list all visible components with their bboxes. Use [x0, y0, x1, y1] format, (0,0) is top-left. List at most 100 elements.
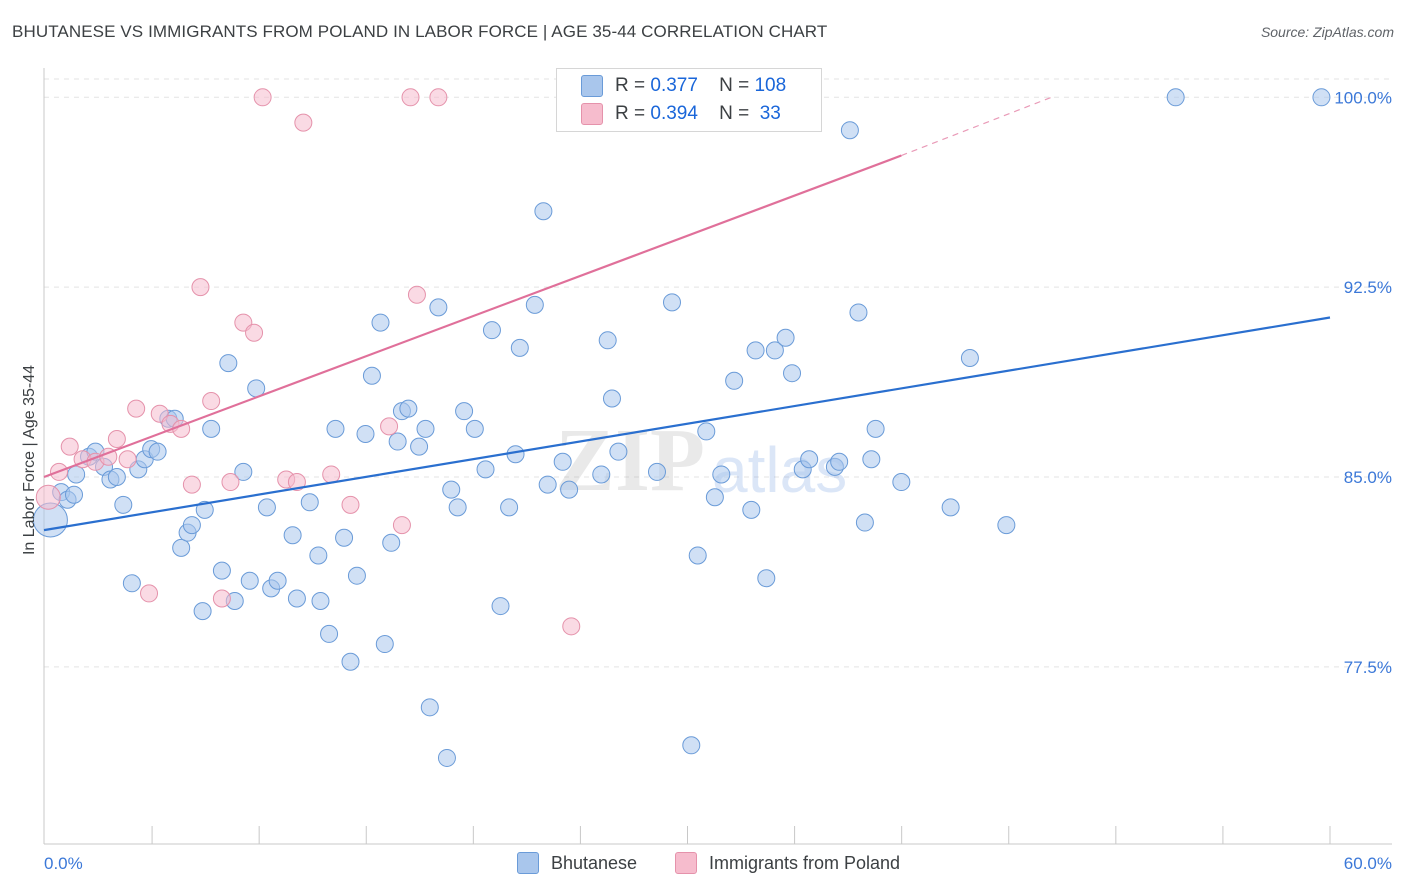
- data-point-bhutanese: [800, 450, 819, 469]
- data-point-bhutanese: [234, 462, 253, 481]
- data-point-bhutanese: [442, 480, 461, 499]
- data-point-bhutanese: [212, 561, 231, 580]
- x-tick-label: 60.0%: [1344, 854, 1392, 873]
- data-point-bhutanese: [347, 566, 366, 585]
- pink-swatch-icon: [581, 103, 603, 125]
- data-point-bhutanese: [326, 419, 345, 438]
- data-point-poland: [35, 484, 61, 510]
- data-point-bhutanese: [757, 569, 776, 588]
- data-point-bhutanese: [410, 437, 429, 456]
- series-bhutanese: [32, 88, 1331, 767]
- y-tick-label: 85.0%: [1344, 468, 1392, 487]
- data-point-bhutanese: [65, 485, 84, 504]
- data-point-poland: [380, 417, 399, 436]
- data-point-bhutanese: [941, 498, 960, 517]
- trend-extension-poland: [901, 96, 1052, 157]
- data-point-poland: [221, 473, 240, 492]
- data-point-bhutanese: [416, 419, 435, 438]
- data-point-bhutanese: [647, 462, 666, 481]
- data-point-bhutanese: [300, 493, 319, 512]
- data-point-poland: [140, 584, 159, 603]
- watermark: ZIP atlas: [555, 411, 847, 510]
- data-point-bhutanese: [268, 571, 287, 590]
- data-point-bhutanese: [287, 589, 306, 608]
- data-point-bhutanese: [356, 424, 375, 443]
- r-value: 0.377: [650, 75, 698, 96]
- data-point-bhutanese: [335, 528, 354, 547]
- data-point-bhutanese: [742, 500, 761, 519]
- data-point-poland: [294, 113, 313, 132]
- data-point-bhutanese: [682, 736, 701, 755]
- data-point-poland: [322, 465, 341, 484]
- chart-title: BHUTANESE VS IMMIGRANTS FROM POLAND IN L…: [12, 22, 828, 41]
- data-point-bhutanese: [482, 321, 501, 340]
- data-point-poland: [182, 475, 201, 494]
- data-point-poland: [191, 278, 210, 297]
- n-value: 108: [754, 75, 787, 96]
- data-point-poland: [127, 399, 146, 418]
- data-point-bhutanese: [202, 419, 221, 438]
- data-point-bhutanese: [311, 592, 330, 611]
- data-point-poland: [341, 495, 360, 514]
- data-point-bhutanese: [1166, 88, 1185, 107]
- y-tick-label: 92.5%: [1344, 278, 1392, 297]
- data-point-bhutanese: [193, 602, 212, 621]
- legend-row-bhutanese: R = 0.377 N = 108: [581, 74, 786, 98]
- data-point-bhutanese: [375, 635, 394, 654]
- y-axis-label: In Labor Force | Age 35-44: [21, 365, 38, 555]
- data-point-poland: [253, 88, 272, 107]
- legend-label-bhutanese: Bhutanese: [551, 852, 638, 873]
- data-point-bhutanese: [960, 349, 979, 368]
- data-point-bhutanese: [866, 419, 885, 438]
- data-point-bhutanese: [602, 389, 621, 408]
- tick-labels: 77.5% 85.0% 92.5% 100.0% 0.0% 60.0%: [44, 88, 1392, 873]
- trend-line-bhutanese: [43, 316, 1331, 532]
- data-point-bhutanese: [371, 313, 390, 332]
- data-point-bhutanese: [697, 422, 716, 441]
- data-point-bhutanese: [500, 498, 519, 517]
- data-point-poland: [245, 323, 264, 342]
- legend-item-bhutanese[interactable]: Bhutanese: [517, 852, 637, 874]
- series-legend: Bhutanese Immigrants from Poland: [0, 852, 1406, 878]
- data-point-bhutanese: [420, 698, 439, 717]
- data-point-poland: [287, 473, 306, 492]
- n-label: N =: [719, 75, 750, 96]
- data-point-poland: [107, 430, 126, 449]
- data-point-poland: [118, 450, 137, 469]
- data-point-bhutanese: [538, 475, 557, 494]
- axes: [43, 68, 1392, 845]
- data-point-bhutanese: [598, 331, 617, 350]
- data-point-bhutanese: [840, 121, 859, 140]
- legend-item-poland[interactable]: Immigrants from Poland: [675, 852, 900, 874]
- data-point-bhutanese: [67, 465, 86, 484]
- data-point-bhutanese: [705, 488, 724, 507]
- data-point-bhutanese: [382, 533, 401, 552]
- data-point-bhutanese: [476, 460, 495, 479]
- blue-square-icon: [517, 852, 539, 874]
- data-point-bhutanese: [746, 341, 765, 360]
- data-point-bhutanese: [219, 354, 238, 373]
- data-point-bhutanese: [429, 298, 448, 317]
- blue-swatch-icon: [581, 75, 603, 97]
- trend-line-poland: [43, 154, 902, 479]
- data-point-bhutanese: [448, 498, 467, 517]
- data-point-bhutanese: [182, 516, 201, 535]
- data-point-bhutanese: [172, 538, 191, 557]
- data-point-bhutanese: [283, 526, 302, 545]
- data-point-bhutanese: [662, 293, 681, 312]
- y-tick-label: 77.5%: [1344, 658, 1392, 677]
- data-point-bhutanese: [320, 624, 339, 643]
- legend-row-poland: R = 0.394 N = 33: [581, 102, 781, 126]
- data-point-poland: [429, 88, 448, 107]
- data-point-bhutanese: [122, 574, 141, 593]
- data-point-bhutanese: [195, 500, 214, 519]
- x-tick-label: 0.0%: [44, 854, 83, 873]
- data-point-bhutanese: [892, 473, 911, 492]
- n-label: N =: [719, 103, 750, 124]
- data-point-bhutanese: [388, 432, 407, 451]
- data-point-bhutanese: [148, 442, 167, 461]
- data-point-bhutanese: [525, 295, 544, 314]
- data-point-bhutanese: [712, 465, 731, 484]
- data-point-bhutanese: [776, 328, 795, 347]
